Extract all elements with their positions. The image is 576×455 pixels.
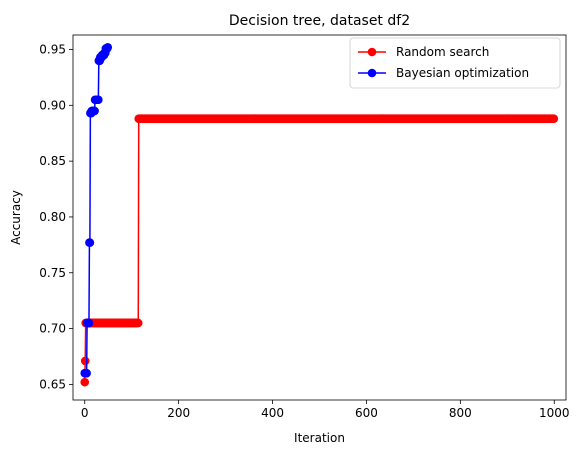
data-group (80, 42, 559, 387)
bayesian-optimization-legend-label: Bayesian optimization (396, 66, 529, 80)
bayesian-optimization-point (82, 368, 91, 378)
random-search-point (549, 114, 559, 124)
x-tick-label: 0 (81, 406, 89, 420)
y-tick-label: 0.75 (39, 266, 66, 280)
bayesian-optimization-point (90, 106, 99, 116)
random-search-point (133, 318, 143, 328)
x-tick-label: 1000 (539, 406, 570, 420)
y-axis-label: Accuracy (9, 190, 23, 245)
y-tick-label: 0.65 (39, 377, 66, 391)
y-tick-label: 0.80 (39, 210, 66, 224)
random-search-legend-marker (367, 47, 377, 57)
x-axis-label: Iteration (294, 431, 345, 445)
random-search-point (80, 377, 90, 387)
legend-box (349, 37, 561, 89)
y-tick-label: 0.95 (39, 43, 66, 57)
bayesian-optimization-point (103, 42, 113, 52)
random-search-point (80, 356, 90, 366)
chart-title: Decision tree, dataset df2 (229, 13, 410, 29)
axes: 0 200 400 600 800 1000 0.65 0.70 0.75 0.80 0.85 0.9… (39, 34, 570, 420)
axes-frame (72, 34, 567, 401)
plot-area (80, 42, 559, 387)
legend: Random search Bayesian optimization (349, 37, 561, 89)
random-search-legend-label: Random search (396, 45, 489, 59)
y-tick-label: 0.70 (39, 322, 66, 336)
y-tick-label: 0.85 (39, 154, 66, 168)
x-tick-label: 200 (167, 406, 190, 420)
x-tick-label: 400 (261, 406, 284, 420)
bayesian-optimization-legend-marker (367, 68, 377, 78)
bayesian-optimization-point (84, 318, 94, 328)
x-tick-label: 800 (449, 406, 472, 420)
x-tick-label: 600 (355, 406, 378, 420)
bayesian-optimization-point (85, 238, 95, 247)
y-tick-label: 0.90 (39, 98, 66, 112)
random-search-line (83, 117, 554, 383)
bayesian-optimization-point (94, 95, 103, 105)
